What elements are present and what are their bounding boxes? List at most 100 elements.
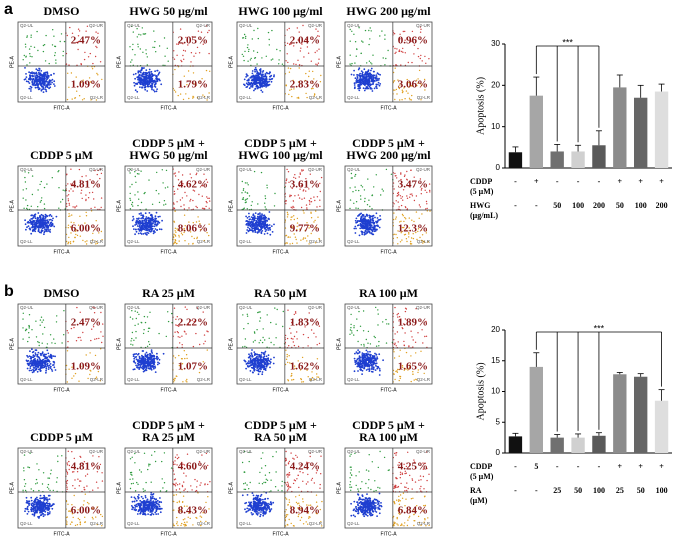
event-dot [245,86,247,88]
event-dot [368,224,370,226]
event-dot [33,367,35,369]
event-dot [400,378,401,379]
event-dot [356,201,357,202]
event-dot [30,75,32,77]
event-dot [244,51,245,52]
event-dot [208,92,209,93]
event-dot [317,358,318,359]
event-dot [305,93,306,94]
event-dot [362,78,364,80]
event-dot [393,188,394,189]
event-dot [394,379,395,380]
event-dot [373,356,375,358]
event-dot [243,328,244,329]
event-dot [36,336,37,337]
event-dot [143,85,145,87]
event-dot [407,208,408,209]
event-dot [414,177,415,178]
event-dot [412,346,413,347]
event-dot [378,82,380,84]
event-dot [165,187,166,188]
event-dot [138,46,139,47]
event-dot [306,240,307,241]
event-dot [63,334,64,335]
event-dot [38,229,40,231]
event-dot [255,358,257,360]
event-dot [25,329,26,330]
event-dot [148,74,150,76]
event-dot [269,72,271,74]
event-dot [27,81,29,83]
event-dot [29,326,30,327]
event-dot [364,354,366,356]
quadrant-label: Q2-UL [239,23,253,28]
event-dot [178,332,179,333]
event-dot [174,90,175,91]
event-dot [46,220,48,222]
event-dot [412,195,413,196]
event-dot [360,195,361,196]
event-dot [247,61,248,62]
event-dot [38,70,40,72]
event-dot [360,326,361,327]
event-dot [353,70,355,72]
event-dot [153,361,155,363]
event-dot [153,233,155,235]
event-dot [362,73,364,75]
event-dot [287,212,288,213]
event-dot [78,29,79,30]
event-dot [274,307,275,308]
event-dot [381,30,382,31]
event-dot [353,34,354,35]
event-dot [408,236,409,237]
event-dot [207,349,208,350]
event-dot [362,219,364,221]
event-dot [266,77,268,79]
event-dot [248,216,250,218]
y-axis-label: PE-A [9,338,15,350]
event-dot [34,214,36,216]
quadrant-label: Q2-UL [239,167,253,172]
event-dot [141,69,143,71]
event-dot [95,355,96,356]
event-dot [175,319,176,320]
event-dot [174,308,175,309]
event-dot [429,191,430,192]
event-dot [156,88,158,90]
event-dot [243,360,245,362]
event-dot [248,82,250,84]
event-dot [31,35,32,36]
quadrant-label: Q2-LR [90,95,104,100]
event-dot [301,381,302,382]
event-dot [406,238,407,239]
event-dot [40,70,42,72]
event-dot [372,90,374,92]
event-dot [354,86,356,88]
event-dot [366,369,368,371]
quadrant-label: Q2-LR [417,95,431,100]
event-dot [134,368,136,370]
event-dot [316,50,317,51]
event-dot [142,220,144,222]
event-dot [251,216,253,218]
event-dot [32,75,34,77]
event-dot [85,175,86,176]
event-dot [372,364,374,366]
event-dot [26,37,27,38]
event-dot [373,228,375,230]
event-dot [294,219,295,220]
quadrant-label: Q2-LR [309,95,323,100]
event-dot [30,220,32,222]
event-dot [282,326,283,327]
event-dot [135,365,137,367]
event-dot [50,219,52,221]
panel-label: a [4,1,13,18]
event-dot [30,218,32,220]
event-dot [359,75,361,77]
event-dot [394,48,395,49]
event-dot [101,342,102,343]
event-dot [261,75,263,77]
event-dot [23,198,24,199]
event-dot [184,358,185,359]
event-dot [33,72,35,74]
